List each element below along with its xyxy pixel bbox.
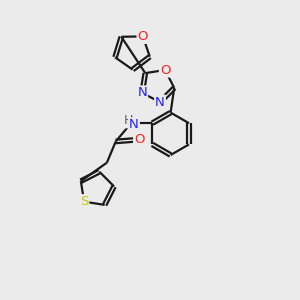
Text: O: O bbox=[134, 134, 145, 146]
Text: O: O bbox=[160, 64, 170, 76]
Text: N: N bbox=[137, 86, 147, 100]
Text: N: N bbox=[129, 118, 139, 131]
Text: O: O bbox=[138, 30, 148, 43]
Text: N: N bbox=[155, 96, 165, 109]
Text: S: S bbox=[80, 195, 88, 208]
Text: H: H bbox=[124, 114, 134, 127]
